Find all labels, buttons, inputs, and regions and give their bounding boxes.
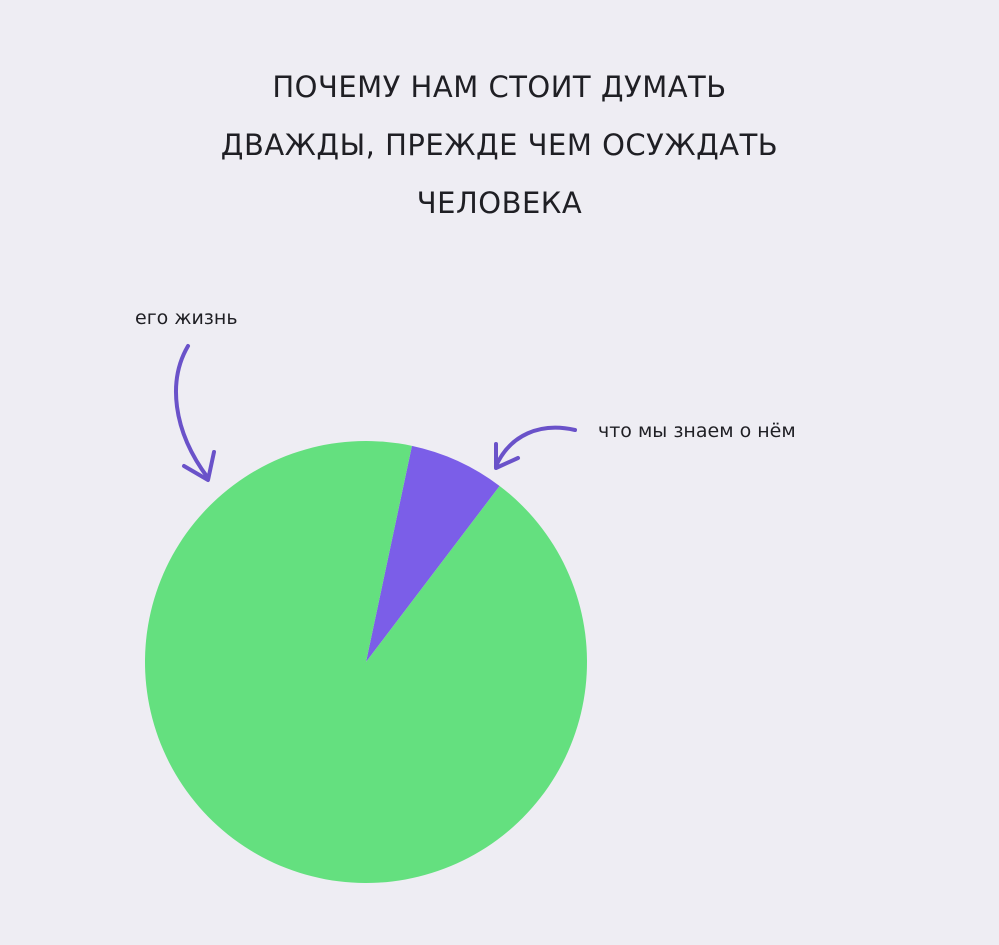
title-line: ЧЕЛОВЕКА [416, 186, 583, 220]
title-line: ПОЧЕМУ НАМ СТОИТ ДУМАТЬ [272, 70, 727, 104]
arrow-his-life [174, 344, 210, 480]
arrow-his-life-head [182, 450, 216, 482]
arrow-what-we-know-head [494, 442, 520, 470]
label-what-we-know: что мы знаем о нём [598, 420, 796, 442]
pie-slice-1 [145, 441, 587, 883]
label-his-life: его жизнь [135, 307, 238, 329]
pie-slice-0 [366, 445, 500, 662]
page-title: ПОЧЕМУ НАМ СТОИТ ДУМАТЬ ДВАЖДЫ, ПРЕЖДЕ Ч… [0, 58, 999, 232]
title-line: ДВАЖДЫ, ПРЕЖДЕ ЧЕМ ОСУЖДАТЬ [220, 128, 779, 162]
arrow-what-we-know [494, 425, 577, 468]
